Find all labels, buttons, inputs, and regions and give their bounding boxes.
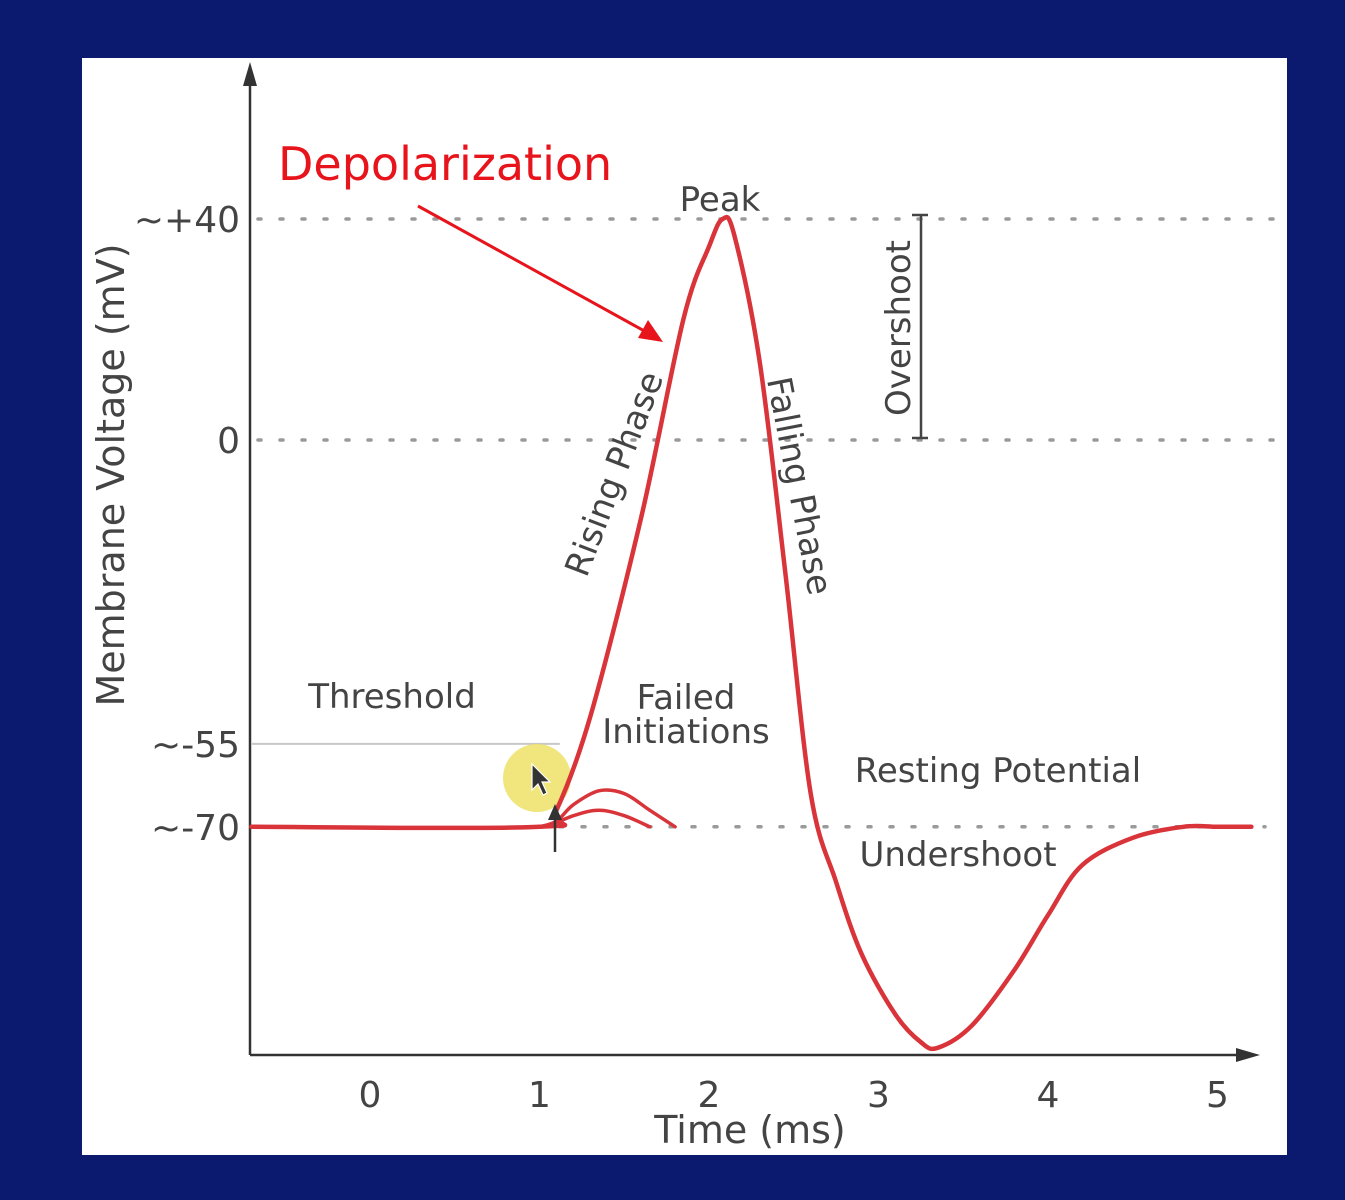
depolarization-arrow bbox=[417, 204, 649, 335]
mouse-pointer-icon bbox=[531, 762, 552, 796]
y-axis-arrow-icon bbox=[243, 62, 257, 86]
peak-label: Peak bbox=[680, 180, 761, 220]
x-axis-label: Time (ms) bbox=[653, 1108, 846, 1152]
x-tick-label: 0 bbox=[359, 1075, 382, 1116]
depolarization-label: Depolarization bbox=[278, 137, 612, 191]
x-axis-arrow-icon bbox=[1236, 1048, 1260, 1062]
depolarization-arrow-icon bbox=[638, 320, 663, 342]
failed-initiations-label-line1: Failed bbox=[637, 678, 736, 718]
chart-panel bbox=[82, 58, 1287, 1155]
action-potential-curve bbox=[249, 214, 1254, 1052]
stimulus-arrow-icon bbox=[548, 804, 562, 820]
y-tick-label: 0 bbox=[217, 421, 240, 462]
y-tick-label: ~-70 bbox=[151, 808, 240, 849]
threshold-label: Threshold bbox=[307, 677, 476, 717]
reference-lines bbox=[256, 217, 1277, 829]
y-tick-label: ~-55 bbox=[151, 725, 240, 766]
x-tick-label: 1 bbox=[528, 1075, 551, 1116]
failed-initiations-label-line2: Initiations bbox=[602, 712, 769, 752]
undershoot-label: Undershoot bbox=[859, 835, 1056, 875]
resting-potential-label: Resting Potential bbox=[855, 751, 1141, 791]
failed-initiation-curve-1 bbox=[546, 808, 652, 829]
x-tick-label: 3 bbox=[867, 1075, 890, 1116]
y-axis-label: Membrane Voltage (mV) bbox=[89, 243, 133, 706]
x-tick-label: 5 bbox=[1206, 1075, 1229, 1116]
overshoot-label: Overshoot bbox=[879, 240, 919, 416]
x-tick-label: 2 bbox=[698, 1075, 721, 1116]
y-tick-label: ~+40 bbox=[134, 200, 240, 241]
x-tick-label: 4 bbox=[1037, 1075, 1060, 1116]
